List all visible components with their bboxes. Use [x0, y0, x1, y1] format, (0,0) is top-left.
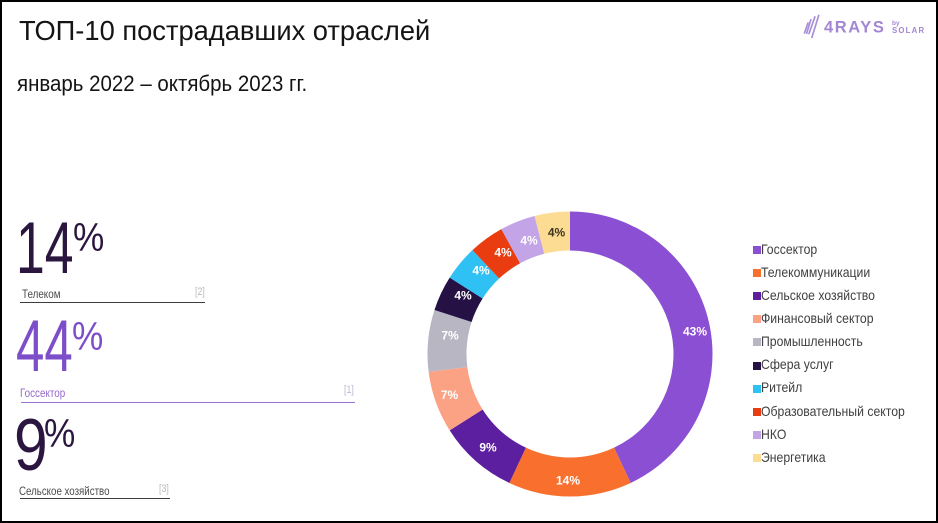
- svg-text:4RAYS: 4RAYS: [824, 18, 886, 36]
- svg-text:7%: 7%: [441, 388, 459, 402]
- svg-text:4%: 4%: [548, 226, 566, 240]
- svg-text:4%: 4%: [472, 264, 490, 278]
- svg-text:9%: 9%: [479, 441, 497, 455]
- svg-text:4%: 4%: [520, 234, 538, 248]
- svg-text:14%: 14%: [556, 474, 580, 488]
- svg-text:4%: 4%: [494, 246, 512, 260]
- svg-text:SOLAR: SOLAR: [892, 26, 925, 35]
- svg-text:7%: 7%: [441, 329, 459, 343]
- svg-text:by: by: [892, 20, 900, 27]
- svg-text:4%: 4%: [454, 289, 472, 303]
- svg-text:43%: 43%: [683, 325, 707, 339]
